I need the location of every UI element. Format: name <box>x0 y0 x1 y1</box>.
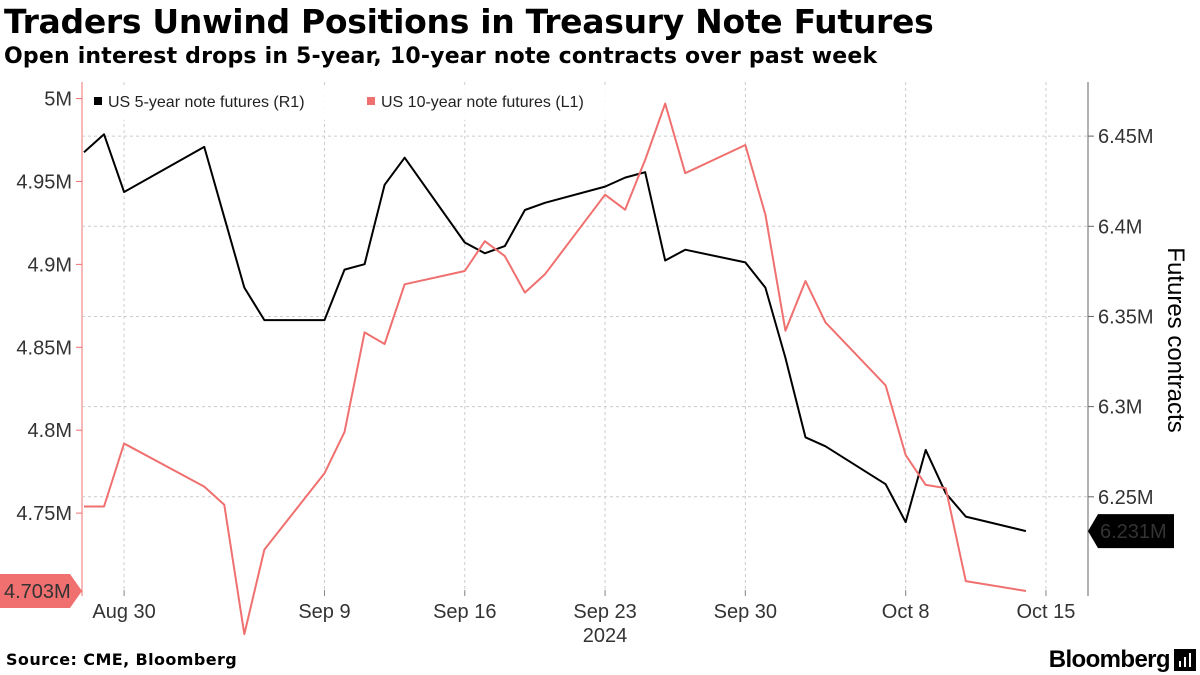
right-axis-tick-label: 6.3M <box>1098 397 1142 419</box>
x-axis-tick-label: Sep 30 <box>714 601 777 623</box>
left-axis-tick-label: 4.75M <box>16 503 72 525</box>
x-axis-tick-label: Aug 30 <box>92 601 155 623</box>
left-last-value-badge <box>0 574 82 609</box>
x-axis-tick-label: Oct 15 <box>1016 601 1075 623</box>
left-axis-tick-label: 4.95M <box>16 171 72 193</box>
left-axis-tick-label: 4.9M <box>28 254 72 276</box>
legend-background <box>86 88 631 120</box>
legend-entry: US 5-year note futures (R1) <box>108 94 305 111</box>
left-axis-tick-label: 4.8M <box>28 420 72 442</box>
source-note: Source: CME, Bloomberg <box>6 650 238 669</box>
x-axis-tick-label: Sep 16 <box>433 601 496 623</box>
right-last-value-badge <box>1088 514 1174 549</box>
right-axis-tick-label: 6.35M <box>1098 306 1154 328</box>
five-year-series-line <box>83 133 1027 533</box>
legend-entry: US 10-year note futures (L1) <box>381 94 584 111</box>
right-axis-tick-label: 6.25M <box>1098 487 1154 509</box>
right-axis-tick-label: 6.45M <box>1098 126 1154 148</box>
legend-swatch <box>367 97 375 105</box>
right-last-value-label: 6.231M <box>1100 521 1167 543</box>
legend-swatch <box>94 97 102 105</box>
ten-year-series-line <box>84 102 1027 636</box>
chart-subtitle: Open interest drops in 5-year, 10-year n… <box>4 44 878 69</box>
x-axis-tick-label: Oct 8 <box>882 601 930 623</box>
right-axis-tick-label: 6.4M <box>1098 216 1142 238</box>
left-axis-tick-label: 5M <box>44 89 72 111</box>
x-axis-year-label: 2024 <box>583 625 628 647</box>
bar-chart-icon <box>1174 649 1196 671</box>
chart-title: Traders Unwind Positions in Treasury Not… <box>4 2 934 41</box>
left-last-value-label: 4.703M <box>4 581 71 603</box>
x-axis-tick-label: Sep 23 <box>573 601 636 623</box>
brand-logo: Bloomberg <box>1048 646 1171 673</box>
left-axis-tick-label: 4.85M <box>16 337 72 359</box>
right-axis-title: Futures contracts <box>1162 247 1189 432</box>
x-axis-tick-label: Sep 9 <box>298 601 350 623</box>
